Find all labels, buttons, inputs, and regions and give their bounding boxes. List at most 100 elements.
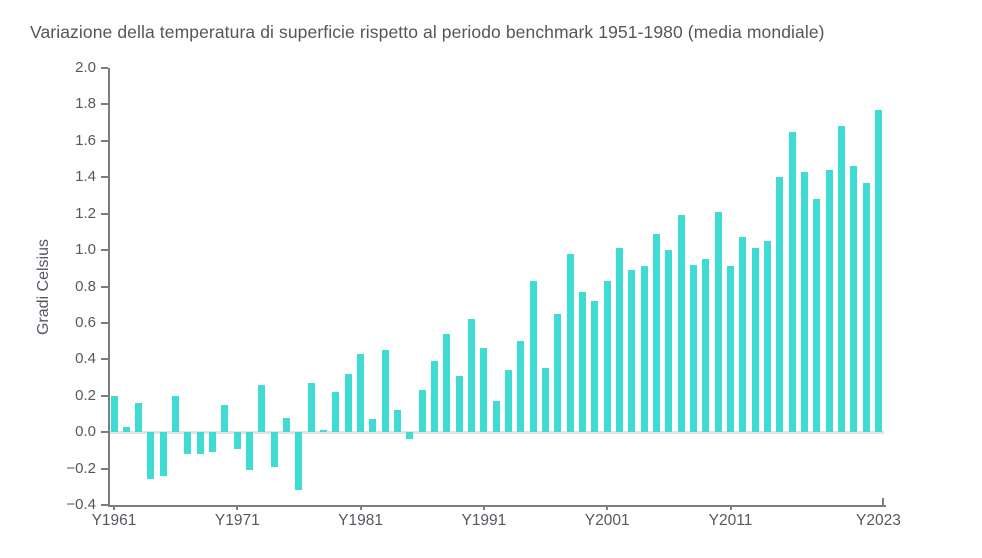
bar-Y2002 <box>616 248 624 433</box>
y-tick-label: 1.2 <box>75 204 96 222</box>
y-tick-mark <box>101 467 108 470</box>
bar-Y1972 <box>246 432 254 471</box>
bar-Y1993 <box>505 370 513 433</box>
y-tick-mark <box>101 67 108 69</box>
bar-Y1966 <box>172 395 180 433</box>
bar-Y1969 <box>209 432 217 453</box>
chart-title: Variazione della temperatura di superfic… <box>30 22 825 42</box>
y-tick-mark <box>101 321 108 324</box>
bar-Y1967 <box>184 432 192 454</box>
x-axis-spine <box>108 505 886 507</box>
bar-Y2004 <box>640 266 648 433</box>
bar-Y1995 <box>529 281 537 433</box>
x-tick-label: Y1961 <box>91 512 137 529</box>
bar-Y1981 <box>357 353 365 433</box>
bar-Y1976 <box>295 432 303 491</box>
bar-Y2006 <box>665 250 673 433</box>
y-tick-mark <box>101 358 108 361</box>
bar-Y1971 <box>233 432 241 449</box>
bar-Y1983 <box>381 350 389 433</box>
bar-Y1997 <box>554 313 562 433</box>
bar-Y1986 <box>418 390 426 433</box>
x-tick-label: Y2011 <box>708 512 753 529</box>
y-tick-label: −0.4 <box>66 496 96 513</box>
bar-Y1999 <box>579 291 587 433</box>
x-tick-mark <box>113 505 115 510</box>
bar-Y1996 <box>542 368 550 433</box>
bar-Y1988 <box>443 333 451 433</box>
x-tick-label: Y1991 <box>461 512 507 529</box>
bar-Y2012 <box>739 237 747 433</box>
bar-Y2003 <box>628 270 636 433</box>
bar-Y2022 <box>862 182 870 433</box>
bar-Y1989 <box>455 375 463 433</box>
bar-Y1978 <box>320 430 328 433</box>
y-tick-label: 1.0 <box>75 241 96 259</box>
bar-Y2021 <box>850 166 858 433</box>
y-axis-spine <box>108 68 110 507</box>
y-tick-label: 0.4 <box>75 350 96 368</box>
bar-Y1964 <box>147 432 155 480</box>
bar-Y2018 <box>813 199 821 433</box>
x-tick-label: Y2023 <box>856 512 901 529</box>
x-tick-mark <box>482 505 485 510</box>
bar-Y2007 <box>677 215 685 433</box>
y-tick-mark <box>101 249 108 252</box>
x-tick-mark <box>359 505 362 510</box>
y-tick-mark <box>101 285 108 288</box>
x-tick-label: Y1971 <box>214 512 260 529</box>
bar-Y1992 <box>492 401 500 433</box>
bar-Y2017 <box>800 171 808 433</box>
y-tick-mark <box>101 139 108 142</box>
y-tick-label: 1.8 <box>75 95 96 113</box>
y-tick-label: 0.6 <box>75 313 96 331</box>
bar-Y2019 <box>825 169 833 433</box>
bar-Y1990 <box>468 319 476 433</box>
plot-area: 2.0 1.8 1.6 1.4 1.2 1.0 0.8 0.6 0.4 0.2 0.0 −0.2 −0.… <box>66 59 900 529</box>
bar-Y1968 <box>196 432 204 454</box>
bar-Y1980 <box>344 373 352 433</box>
x-tick-label: Y1981 <box>338 512 384 529</box>
bar-Y1963 <box>135 403 143 433</box>
bar-Y1973 <box>258 384 266 433</box>
bar-Y1982 <box>369 419 377 433</box>
y-tick-label: 0.0 <box>75 423 96 441</box>
bar-Y2011 <box>727 266 734 433</box>
bar-Y2014 <box>763 240 771 433</box>
y-tick-mark <box>101 103 108 106</box>
bar-Y1962 <box>122 426 130 433</box>
bar-Y1961 <box>110 395 118 433</box>
bar-Y1974 <box>270 432 278 467</box>
y-tick-label: 1.6 <box>75 131 96 149</box>
bar-Y1987 <box>431 361 439 433</box>
y-tick-label: 2.0 <box>75 59 96 76</box>
bar-Y2010 <box>714 211 722 433</box>
bar-Y1994 <box>517 341 525 433</box>
y-tick-mark <box>101 504 108 506</box>
x-tick-mark <box>606 505 609 510</box>
bar-Y1985 <box>406 432 414 440</box>
bar-Y2008 <box>690 264 697 433</box>
x-tick-mark <box>236 505 239 510</box>
bar-Y2005 <box>653 233 661 433</box>
bar-Y2015 <box>776 177 784 433</box>
bar-Y1991 <box>480 348 488 433</box>
bar-Y2016 <box>788 131 796 433</box>
bar-Y1979 <box>332 392 340 433</box>
bar-Y2000 <box>591 301 599 433</box>
bar-Y2001 <box>603 281 611 433</box>
y-tick-mark <box>101 176 108 179</box>
y-tick-mark <box>101 431 108 434</box>
bar-Y2013 <box>751 248 759 433</box>
x-tick-mark <box>729 505 732 510</box>
y-tick-label: 1.4 <box>75 168 96 186</box>
bar-Y1970 <box>221 404 229 433</box>
x-axis-right-corner <box>882 498 884 505</box>
bar-Y1965 <box>159 432 167 476</box>
bar-Y1975 <box>283 417 291 433</box>
zero-baseline <box>110 430 884 434</box>
y-tick-label: −0.2 <box>66 459 96 477</box>
bar-Y2023 <box>874 109 882 433</box>
x-tick-label: Y2001 <box>584 512 630 529</box>
